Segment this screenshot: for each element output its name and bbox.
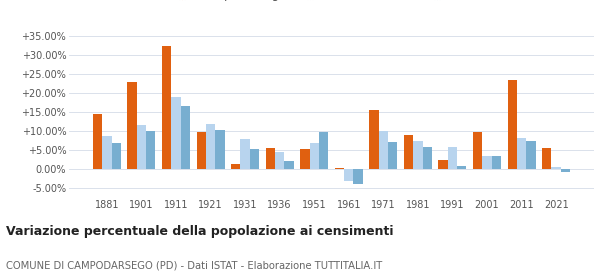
Bar <box>551 167 561 169</box>
Bar <box>275 153 284 169</box>
Bar <box>482 155 491 169</box>
Bar <box>215 130 224 169</box>
Bar <box>266 148 275 169</box>
Bar <box>508 80 517 169</box>
Bar <box>241 139 250 169</box>
Bar <box>310 143 319 169</box>
Bar <box>197 132 206 169</box>
Bar <box>370 111 379 169</box>
Bar <box>517 137 526 169</box>
Bar <box>413 141 422 169</box>
Bar <box>388 142 397 169</box>
Bar <box>137 125 146 169</box>
Bar <box>250 150 259 169</box>
Text: COMUNE DI CAMPODARSEGO (PD) - Dati ISTAT - Elaborazione TUTTITALIA.IT: COMUNE DI CAMPODARSEGO (PD) - Dati ISTAT… <box>6 260 382 270</box>
Bar <box>448 147 457 169</box>
Bar <box>561 169 570 172</box>
Bar <box>181 106 190 169</box>
Bar <box>526 141 536 169</box>
Bar <box>353 169 363 184</box>
Bar <box>284 161 293 169</box>
Bar <box>422 147 432 169</box>
Bar <box>127 82 137 169</box>
Bar <box>300 149 310 169</box>
Bar <box>344 169 353 181</box>
Bar <box>206 124 215 169</box>
Bar <box>473 132 482 169</box>
Legend: Campodarsego, Provincia di PD, Veneto: Campodarsego, Provincia di PD, Veneto <box>165 0 498 6</box>
Bar <box>146 131 155 169</box>
Bar <box>379 131 388 169</box>
Bar <box>457 166 466 169</box>
Bar <box>231 164 241 169</box>
Bar <box>112 143 121 169</box>
Text: Variazione percentuale della popolazione ai censimenti: Variazione percentuale della popolazione… <box>6 225 394 238</box>
Bar <box>102 136 112 169</box>
Bar <box>172 97 181 169</box>
Bar <box>404 135 413 169</box>
Bar <box>491 156 501 169</box>
Bar <box>319 132 328 169</box>
Bar <box>162 46 172 169</box>
Bar <box>542 148 551 169</box>
Bar <box>439 160 448 169</box>
Bar <box>335 168 344 169</box>
Bar <box>93 114 102 169</box>
